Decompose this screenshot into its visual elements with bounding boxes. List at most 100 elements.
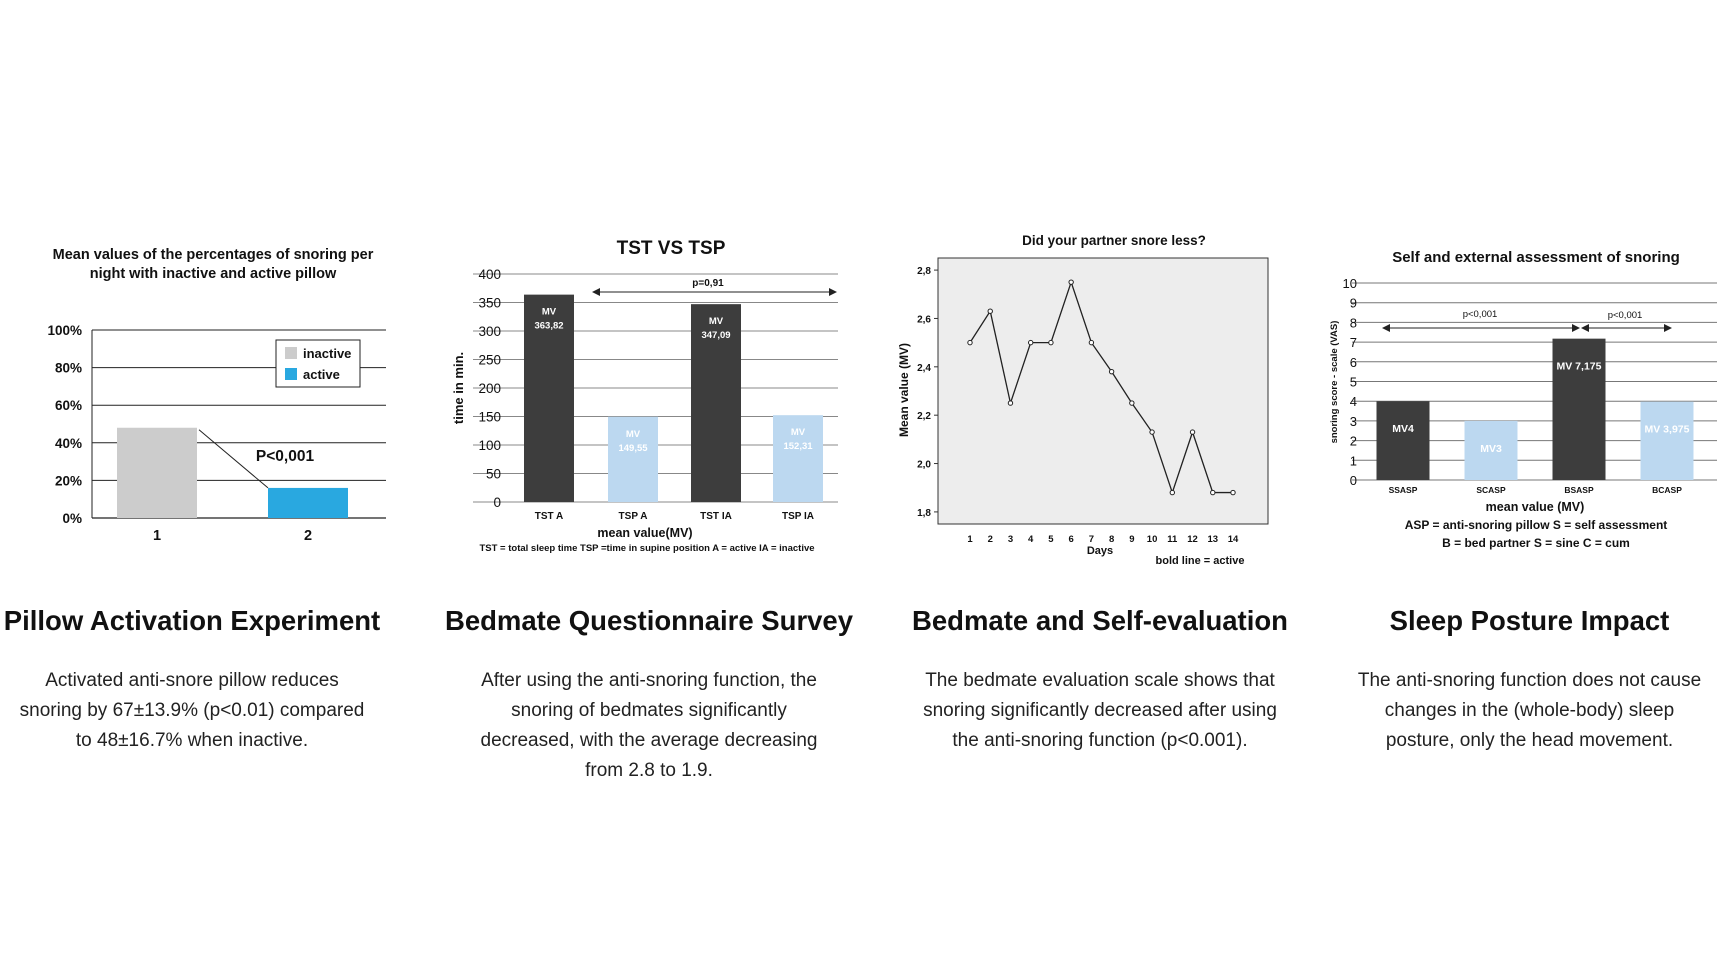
description-line: The bedmate evaluation scale shows that <box>925 670 1275 691</box>
panel-description: After using the anti-snoring function, t… <box>433 666 865 786</box>
p-value-label: p<0,001 <box>1463 309 1498 320</box>
bar-TSP IA <box>773 415 823 502</box>
y-tick-label: 150 <box>478 410 501 425</box>
x-tick-label: 12 <box>1187 534 1198 545</box>
panel-heading: Bedmate Questionnaire Survey <box>444 605 854 636</box>
y-tick-label: 4 <box>1350 394 1357 409</box>
panel-bedmate-self-evaluation: Did your partner snore less? 1,8 2,0 2,2 2,4… <box>890 0 1310 970</box>
bar-SCASP <box>1464 420 1518 480</box>
bar-TST IA <box>691 304 741 502</box>
x-tick-label: 6 <box>1069 534 1074 545</box>
x-tick-label: TSP IA <box>782 511 814 522</box>
description-line: Activated anti-snore pillow reduces <box>45 670 339 691</box>
bar-TSP A <box>608 416 658 502</box>
connector-line <box>198 429 269 489</box>
x-axis-label: Days <box>1087 545 1113 557</box>
panel-pillow-activation: Mean values of the percentages of snorin… <box>0 0 386 970</box>
x-tick-label: BCASP <box>1652 485 1682 495</box>
description-line: to 48±16.7% when inactive. <box>75 730 309 751</box>
y-tick-label: 8 <box>1350 315 1357 330</box>
data-point <box>1169 489 1176 496</box>
p-value-annotation: P<0,001 <box>256 448 315 465</box>
data-point <box>1189 429 1196 435</box>
y-tick-label: 5 <box>1350 375 1357 390</box>
y-tick-label: 40% <box>55 436 82 451</box>
y-tick-label: 2,0 <box>917 460 931 471</box>
chart-title: Mean values of the percentages of snorin… <box>53 247 374 263</box>
y-tick-label: 3 <box>1350 414 1357 429</box>
bar-TST A <box>524 294 574 502</box>
data-point <box>1149 429 1155 435</box>
x-tick-label: SSASP <box>1389 485 1418 495</box>
y-tick-label: 1 <box>1350 453 1357 468</box>
panel-heading: Sleep Posture Impact <box>1389 605 1670 636</box>
x-tick-label: 3 <box>1008 534 1013 545</box>
chart-note: bold line = active <box>1156 555 1245 567</box>
p-value-label: p<0,001 <box>1608 310 1643 321</box>
chart-partner-snore-line: Did your partner snore less? 1,8 2,0 2,2 2,4… <box>897 233 1269 567</box>
data-point <box>1048 339 1054 346</box>
panel-description: The anti-snoring function does not cause… <box>1330 666 1729 756</box>
y-tick-label: 0 <box>1350 473 1357 488</box>
panel-description: The bedmate evaluation scale shows that … <box>890 666 1310 756</box>
bar-value-label: 363,82 <box>534 321 563 332</box>
chart-tst-vs-tsp: TST VS TSP 0 50 100 150 200 250 300 350 400 time i… <box>451 238 838 554</box>
data-point <box>1210 489 1216 496</box>
x-tick-label: 1 <box>967 534 973 545</box>
x-tick-label: 4 <box>1028 534 1034 545</box>
y-tick-label: 2 <box>1350 434 1357 449</box>
y-tick-label: 250 <box>478 353 501 368</box>
description-line: posture, only the head movement. <box>1385 730 1674 751</box>
panel-heading: Pillow Activation Experiment <box>3 605 381 636</box>
p-value-label: p=0,91 <box>692 278 724 289</box>
bar-value-label: MV <box>791 427 806 438</box>
y-tick-label: 0 <box>493 495 501 510</box>
x-tick-label: 11 <box>1167 534 1178 545</box>
x-tick-label: 2 <box>988 534 993 545</box>
x-tick-label: BSASP <box>1564 485 1594 495</box>
bar-value-label: MV <box>542 307 557 318</box>
y-tick-label: 400 <box>478 267 501 282</box>
legend-label: active <box>303 367 340 382</box>
legend-label: inactive <box>303 346 351 361</box>
y-tick-label: 1,8 <box>917 508 931 519</box>
data-point <box>1068 279 1074 285</box>
chart-title: Self and external assessment of snoring <box>1392 249 1680 266</box>
chart-self-external-assessment: Self and external assessment of snoring 0… <box>1329 249 1717 550</box>
y-tick-label: 100 <box>478 438 501 453</box>
description-line: from 2.8 to 1.9. <box>585 760 713 781</box>
x-axis-label: mean value (MV) <box>1486 500 1585 514</box>
legend-swatch <box>285 347 297 359</box>
bar-value-label: 149,55 <box>618 443 648 454</box>
bar-value-label: MV <box>626 429 641 440</box>
y-tick-label: 2,4 <box>917 363 931 374</box>
description-line: changes in the (whole-body) sleep <box>1384 700 1675 721</box>
y-tick-label: 0% <box>62 511 82 526</box>
bar-value-label: MV 7,175 <box>1557 361 1602 373</box>
data-point <box>1007 400 1014 406</box>
description-line: snoring of bedmates significantly <box>511 700 787 721</box>
bar-value-label: 347,09 <box>701 330 730 341</box>
chart-snoring-percentages: Mean values of the percentages of snorin… <box>47 247 386 544</box>
x-tick-label: 1 <box>153 528 161 544</box>
y-axis-label: time in min. <box>451 352 466 424</box>
description-line: decreased, with the average decreasing <box>480 730 818 751</box>
x-tick-label: 8 <box>1109 534 1114 545</box>
panel-bedmate-questionnaire: TST VS TSP 0 50 100 150 200 250 300 350 400 time i… <box>433 0 865 970</box>
y-tick-label: 300 <box>478 324 501 339</box>
x-axis-label: mean value(MV) <box>597 526 692 540</box>
y-tick-label: 10 <box>1343 276 1357 291</box>
bar-value-label: MV4 <box>1392 423 1414 435</box>
bar-value-label: MV <box>709 316 724 327</box>
x-tick-label: 14 <box>1228 534 1239 545</box>
data-point <box>1230 489 1236 496</box>
bar-2 <box>268 487 348 518</box>
bar-SSASP <box>1376 401 1430 480</box>
series-line <box>969 280 1233 495</box>
x-tick-label: SCASP <box>1476 485 1506 495</box>
bar-BSASP <box>1552 338 1606 480</box>
bar-value-label: MV3 <box>1480 443 1502 455</box>
y-tick-label: 50 <box>486 467 501 482</box>
y-axis-label: snoring score - scale (VAS) <box>1329 321 1340 444</box>
x-tick-label: 5 <box>1048 534 1054 545</box>
